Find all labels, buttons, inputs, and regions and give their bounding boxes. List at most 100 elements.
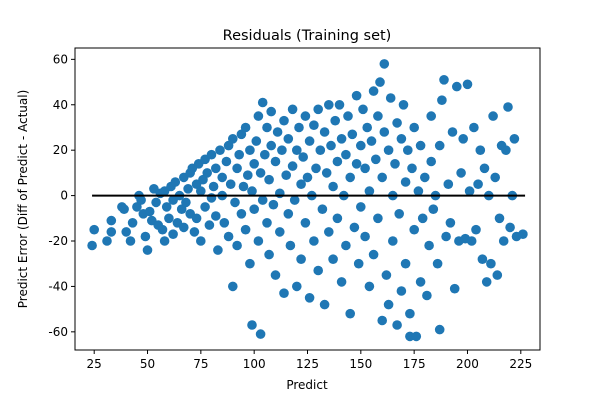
data-point: [213, 245, 223, 255]
data-point: [260, 149, 270, 160]
data-point: [247, 186, 257, 196]
data-point: [159, 236, 170, 246]
data-point: [479, 163, 490, 174]
data-point: [189, 227, 200, 237]
data-point: [217, 172, 227, 183]
data-point: [377, 172, 388, 183]
data-point: [394, 209, 405, 219]
data-point: [319, 299, 330, 310]
data-point: [283, 209, 294, 219]
x-tick-label: 50: [140, 357, 155, 371]
data-point: [298, 152, 309, 162]
data-point: [225, 179, 236, 189]
data-point: [240, 224, 251, 235]
data-point: [275, 188, 285, 199]
data-point: [142, 245, 153, 255]
data-point: [336, 134, 347, 144]
data-point: [121, 227, 131, 237]
data-point: [471, 224, 481, 235]
data-point: [302, 172, 313, 183]
data-point: [368, 249, 379, 260]
x-tick-label: 150: [349, 357, 372, 371]
data-point: [238, 181, 249, 192]
data-point: [313, 265, 324, 276]
data-point: [311, 163, 321, 174]
data-point: [334, 100, 345, 110]
data-point: [405, 308, 415, 319]
data-point: [486, 258, 496, 269]
data-point: [373, 213, 383, 224]
data-point: [181, 197, 191, 208]
data-point: [270, 156, 281, 167]
data-point: [243, 170, 253, 180]
data-point: [183, 184, 193, 194]
data-point: [328, 254, 338, 264]
data-point: [264, 249, 274, 260]
data-point: [422, 290, 432, 301]
data-point: [106, 227, 117, 237]
data-point: [445, 218, 456, 228]
data-point: [234, 149, 244, 160]
x-tick-label: 200: [456, 357, 479, 371]
data-point: [375, 77, 385, 87]
data-point: [345, 172, 356, 183]
data-point: [345, 308, 356, 319]
data-point: [475, 145, 486, 155]
data-point: [441, 231, 451, 242]
data-point: [481, 277, 492, 287]
data-point: [336, 277, 347, 287]
data-point: [349, 222, 360, 233]
y-tick-label: -40: [48, 279, 68, 293]
data-point: [106, 215, 117, 226]
data-point: [309, 236, 319, 246]
data-point: [356, 140, 366, 151]
data-point: [379, 127, 390, 137]
y-tick-label: 40: [53, 98, 68, 112]
data-point: [426, 156, 437, 167]
data-point: [136, 195, 146, 205]
data-point: [287, 104, 298, 115]
data-point: [257, 97, 268, 108]
x-tick-label: 25: [87, 357, 102, 371]
data-point: [211, 163, 221, 174]
data-point: [396, 286, 407, 296]
data-point: [279, 115, 289, 126]
data-point: [360, 163, 370, 174]
data-point: [326, 140, 336, 151]
data-point: [127, 218, 138, 228]
data-point: [87, 240, 97, 251]
data-point: [362, 122, 373, 133]
data-point: [347, 129, 358, 140]
data-point: [317, 204, 328, 214]
x-ticks: 25 50 75 100 125 150 175 200 225: [87, 350, 532, 371]
data-point: [304, 136, 315, 146]
data-point: [434, 324, 445, 335]
data-point: [294, 122, 304, 133]
data-point: [456, 168, 466, 178]
data-point: [140, 231, 151, 242]
data-point: [262, 122, 272, 133]
data-point: [200, 202, 210, 212]
data-point: [494, 213, 505, 224]
data-point: [503, 102, 513, 112]
data-point: [403, 145, 413, 155]
data-point: [473, 179, 483, 189]
data-point: [170, 177, 181, 187]
data-point: [204, 220, 215, 230]
data-point: [392, 118, 402, 128]
data-point: [161, 202, 172, 212]
data-point: [379, 59, 390, 69]
data-point: [266, 106, 277, 117]
data-point: [268, 199, 279, 210]
data-point: [371, 154, 381, 165]
data-point: [196, 186, 206, 196]
data-point: [315, 145, 326, 155]
data-point: [321, 168, 332, 178]
chart-title: Residuals (Training set): [223, 28, 392, 44]
data-point: [232, 163, 242, 174]
y-tick-label: 0: [60, 189, 68, 203]
data-point: [206, 193, 217, 203]
data-point: [447, 127, 458, 137]
data-point: [439, 75, 449, 85]
data-point: [272, 127, 283, 137]
